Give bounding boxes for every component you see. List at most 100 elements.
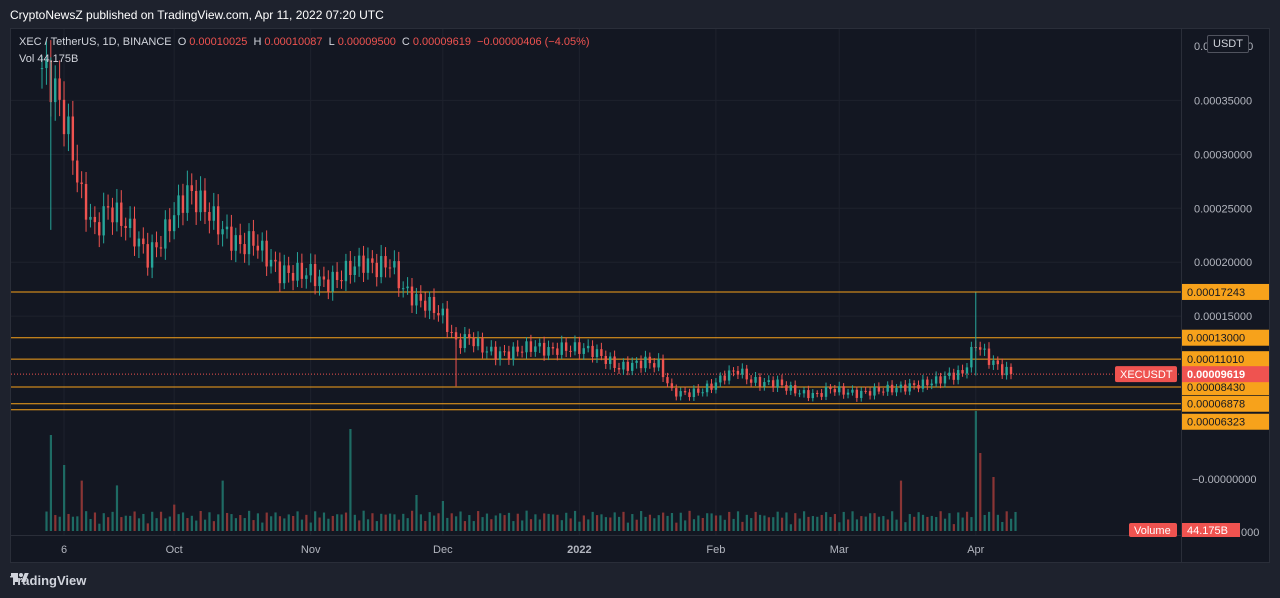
candle-body[interactable] (432, 296, 436, 313)
candle-body[interactable] (978, 347, 982, 350)
candle-body[interactable] (146, 244, 149, 268)
candle-body[interactable] (203, 190, 207, 212)
candle-body[interactable] (591, 345, 594, 358)
candle-body[interactable] (732, 370, 735, 372)
candle-body[interactable] (763, 382, 766, 387)
candle-body[interactable] (150, 242, 154, 268)
candle-body[interactable] (996, 360, 999, 365)
candle-body[interactable] (406, 286, 409, 289)
candle-body[interactable] (714, 382, 718, 390)
candle-body[interactable] (120, 202, 123, 226)
candle-body[interactable] (723, 375, 726, 381)
candle-body[interactable] (419, 294, 422, 301)
candle-body[interactable] (313, 264, 317, 287)
candle-body[interactable] (283, 265, 286, 284)
candle-body[interactable] (780, 379, 784, 386)
candle-body[interactable] (393, 261, 396, 268)
candle-body[interactable] (679, 391, 682, 397)
candle-body[interactable] (234, 235, 238, 251)
candle-body[interactable] (318, 276, 321, 287)
candle-body[interactable] (860, 390, 863, 398)
candle-body[interactable] (362, 255, 365, 273)
candle-body[interactable] (608, 356, 612, 364)
candle-body[interactable] (384, 256, 387, 268)
candle-body[interactable] (661, 359, 665, 378)
candle-body[interactable] (366, 258, 370, 273)
candle-body[interactable] (40, 68, 44, 70)
candle-body[interactable] (745, 368, 748, 380)
candle-body[interactable] (670, 383, 674, 389)
candle-body[interactable] (269, 259, 273, 267)
candle-body[interactable] (98, 222, 101, 236)
candle-body[interactable] (155, 242, 158, 248)
candle-body[interactable] (802, 390, 806, 394)
candle-body[interactable] (758, 377, 762, 387)
candle-body[interactable] (648, 356, 652, 364)
candle-body[interactable] (705, 383, 709, 393)
candle-body[interactable] (111, 207, 114, 223)
candle-body[interactable] (357, 255, 361, 267)
chart-panel[interactable]: 0.0000.000350000.000300000.000250000.000… (10, 28, 1270, 563)
candle-body[interactable] (181, 195, 185, 213)
candle-body[interactable] (256, 245, 260, 251)
candle-body[interactable] (635, 360, 638, 363)
candle-body[interactable] (934, 376, 938, 384)
candle-body[interactable] (481, 338, 484, 353)
candle-body[interactable] (948, 372, 951, 376)
candle-body[interactable] (622, 361, 625, 370)
candle-body[interactable] (516, 346, 519, 352)
candle-body[interactable] (1005, 366, 1008, 376)
candle-body[interactable] (939, 376, 942, 384)
candle-body[interactable] (970, 346, 973, 368)
candle-body[interactable] (450, 331, 453, 333)
candle-body[interactable] (771, 380, 775, 388)
candle-body[interactable] (309, 264, 312, 276)
candlestick-chart[interactable]: 0.0000.000350000.000300000.000250000.000… (11, 29, 1269, 562)
symbol-label[interactable]: XEC / TetherUS, 1D, BINANCE (19, 36, 172, 48)
candle-body[interactable] (247, 231, 251, 255)
candle-body[interactable] (45, 60, 48, 69)
candle-body[interactable] (446, 308, 449, 332)
candle-body[interactable] (644, 356, 647, 369)
candle-body[interactable] (816, 392, 819, 394)
candle-body[interactable] (371, 258, 374, 263)
candle-body[interactable] (199, 190, 202, 213)
candle-body[interactable] (512, 346, 515, 360)
candle-body[interactable] (573, 342, 577, 352)
candle-body[interactable] (476, 338, 480, 347)
candle-body[interactable] (851, 389, 854, 393)
candle-body[interactable] (437, 312, 440, 316)
candle-body[interactable] (335, 271, 339, 281)
candle-body[interactable] (353, 266, 356, 275)
candle-body[interactable] (811, 392, 815, 399)
candle-body[interactable] (855, 389, 859, 398)
candle-body[interactable] (912, 383, 916, 385)
candle-body[interactable] (886, 384, 889, 392)
candle-body[interactable] (564, 342, 568, 351)
candle-body[interactable] (776, 379, 779, 388)
candle-body[interactable] (604, 355, 607, 364)
candle-body[interactable] (1009, 366, 1013, 375)
candle-body[interactable] (877, 386, 881, 392)
candle-body[interactable] (274, 259, 277, 262)
last-price-tag[interactable] (1182, 366, 1269, 383)
candle-body[interactable] (454, 332, 458, 340)
candle-body[interactable] (842, 386, 845, 395)
level-price-tag-3[interactable] (1182, 351, 1269, 368)
candle-body[interactable] (67, 116, 70, 135)
candle-body[interactable] (956, 370, 960, 380)
candle-body[interactable] (692, 388, 696, 398)
candle-body[interactable] (833, 389, 837, 393)
currency-selector[interactable]: USDT (1207, 35, 1249, 53)
candle-body[interactable] (600, 349, 603, 356)
candle-body[interactable] (785, 385, 788, 391)
candle-body[interactable] (895, 387, 898, 393)
candle-body[interactable] (529, 341, 533, 352)
candle-body[interactable] (719, 375, 722, 383)
candle-body[interactable] (124, 225, 127, 228)
tradingview-logo-icon[interactable] (10, 571, 30, 585)
candle-body[interactable] (882, 391, 885, 393)
candle-body[interactable] (890, 384, 894, 393)
candle-body[interactable] (838, 386, 841, 393)
candle-body[interactable] (76, 160, 79, 183)
